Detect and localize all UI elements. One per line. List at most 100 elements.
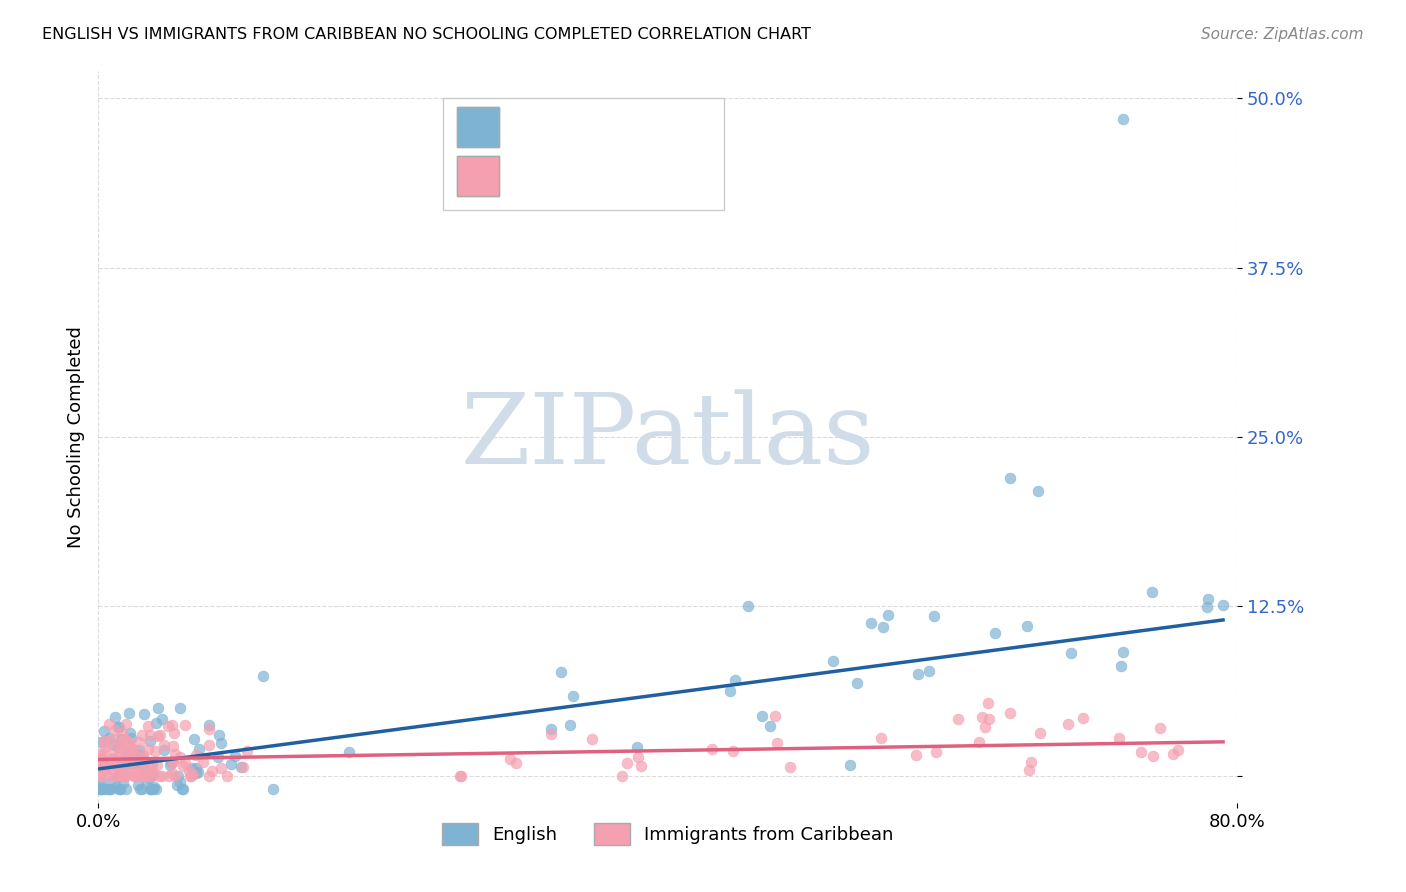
Text: ENGLISH VS IMMIGRANTS FROM CARIBBEAN NO SCHOOLING COMPLETED CORRELATION CHART: ENGLISH VS IMMIGRANTS FROM CARIBBEAN NO …	[42, 27, 811, 42]
Point	[1057, 716, 1080, 731]
Point	[505, 756, 527, 771]
Point	[449, 769, 471, 783]
Point	[125, 769, 148, 783]
Point	[118, 735, 141, 749]
Point	[107, 740, 129, 755]
Point	[179, 764, 201, 778]
Point	[136, 719, 159, 733]
Point	[946, 712, 969, 726]
Point	[98, 716, 121, 731]
Point	[145, 716, 167, 731]
Point	[89, 769, 111, 783]
Point	[118, 706, 141, 720]
Point	[209, 761, 232, 775]
Point	[970, 710, 993, 724]
Point	[94, 782, 117, 797]
Point	[163, 769, 186, 783]
Point	[101, 756, 124, 770]
Point	[128, 743, 150, 757]
Point	[105, 740, 128, 755]
Legend: English, Immigrants from Caribbean: English, Immigrants from Caribbean	[434, 816, 901, 852]
Point	[1149, 721, 1171, 735]
Point	[118, 739, 141, 753]
Point	[918, 664, 941, 678]
Point	[967, 735, 990, 749]
Point	[779, 760, 801, 774]
Point	[122, 769, 145, 783]
Point	[581, 731, 603, 746]
Point	[107, 747, 129, 761]
Point	[111, 776, 134, 790]
Point	[149, 728, 172, 742]
Point	[146, 730, 169, 744]
Point	[1112, 645, 1135, 659]
Point	[156, 719, 179, 733]
Y-axis label: No Schooling Completed: No Schooling Completed	[66, 326, 84, 548]
Point	[169, 750, 191, 764]
Point	[128, 769, 150, 783]
Point	[96, 734, 118, 748]
Point	[103, 757, 125, 772]
Point	[101, 750, 124, 764]
Point	[103, 738, 125, 752]
Point	[108, 763, 131, 777]
Point	[150, 769, 173, 783]
Point	[141, 782, 163, 797]
Point	[108, 782, 131, 797]
Point	[97, 731, 120, 745]
Point	[169, 701, 191, 715]
Point	[93, 740, 115, 755]
Point	[1029, 726, 1052, 740]
Point	[132, 747, 155, 762]
Point	[1019, 755, 1042, 769]
Point	[700, 742, 723, 756]
Point	[139, 782, 162, 797]
Point	[134, 762, 156, 776]
Point	[135, 772, 157, 786]
Point	[139, 727, 162, 741]
Point	[172, 758, 194, 772]
Point	[184, 765, 207, 780]
Point	[89, 749, 111, 764]
Point	[174, 756, 197, 771]
Point	[127, 778, 149, 792]
Point	[181, 766, 204, 780]
Point	[120, 763, 142, 777]
Point	[120, 726, 142, 740]
Point	[136, 769, 159, 783]
Point	[103, 769, 125, 783]
Point	[198, 739, 221, 753]
Text: R =  0.482    N =   131: R = 0.482 N = 131	[506, 119, 711, 136]
Point	[627, 749, 650, 764]
Point	[128, 747, 150, 762]
Point	[89, 747, 111, 761]
Point	[1108, 731, 1130, 746]
Point	[98, 782, 121, 797]
Point	[97, 769, 120, 783]
Point	[337, 745, 360, 759]
Point	[107, 747, 129, 762]
Point	[107, 754, 129, 768]
Point	[198, 769, 221, 783]
Point	[103, 752, 125, 766]
Point	[139, 782, 162, 797]
Point	[131, 782, 153, 797]
Point	[540, 727, 562, 741]
Point	[763, 709, 786, 723]
Point	[198, 722, 221, 736]
Point	[139, 758, 162, 772]
Point	[998, 706, 1021, 720]
Point	[96, 761, 118, 775]
Point	[101, 757, 124, 772]
Point	[90, 782, 112, 797]
Point	[1197, 592, 1219, 607]
Point	[186, 761, 208, 775]
Point	[138, 771, 160, 785]
Point	[450, 769, 472, 783]
Point	[821, 654, 844, 668]
Point	[751, 708, 773, 723]
Point	[111, 739, 134, 754]
Point	[100, 782, 122, 797]
Point	[1167, 743, 1189, 757]
Point	[112, 758, 135, 772]
